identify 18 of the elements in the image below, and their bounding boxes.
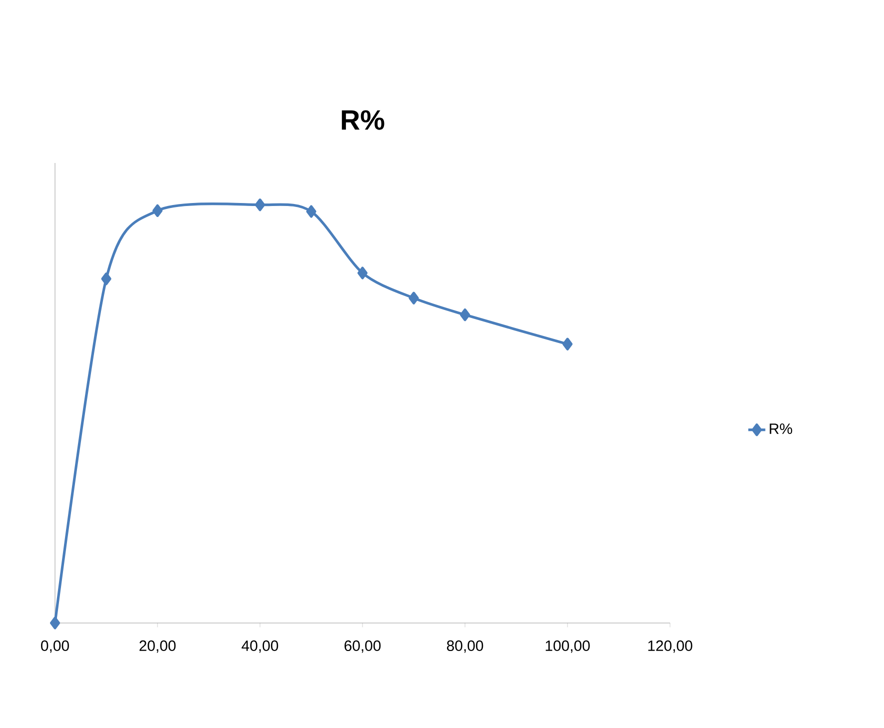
point [152,204,163,217]
point [101,272,112,286]
x-tick-label: 20,00 [140,640,176,653]
x-tick-label: 60,00 [344,640,381,653]
chart-title: R% [342,110,384,130]
point [50,616,60,630]
point [562,338,573,350]
point [254,198,266,212]
x-tick-label: 80,00 [446,640,484,653]
x-tick-label: 120,00 [648,640,692,653]
x-tick-label: 40,00 [242,640,278,653]
x-tick-label: 100,00 [546,640,590,653]
point [306,205,316,218]
point [460,308,470,322]
x-tick-label: 0,00 [41,640,69,653]
legend-label: R% [770,424,792,434]
point [408,292,419,304]
point [357,266,368,280]
